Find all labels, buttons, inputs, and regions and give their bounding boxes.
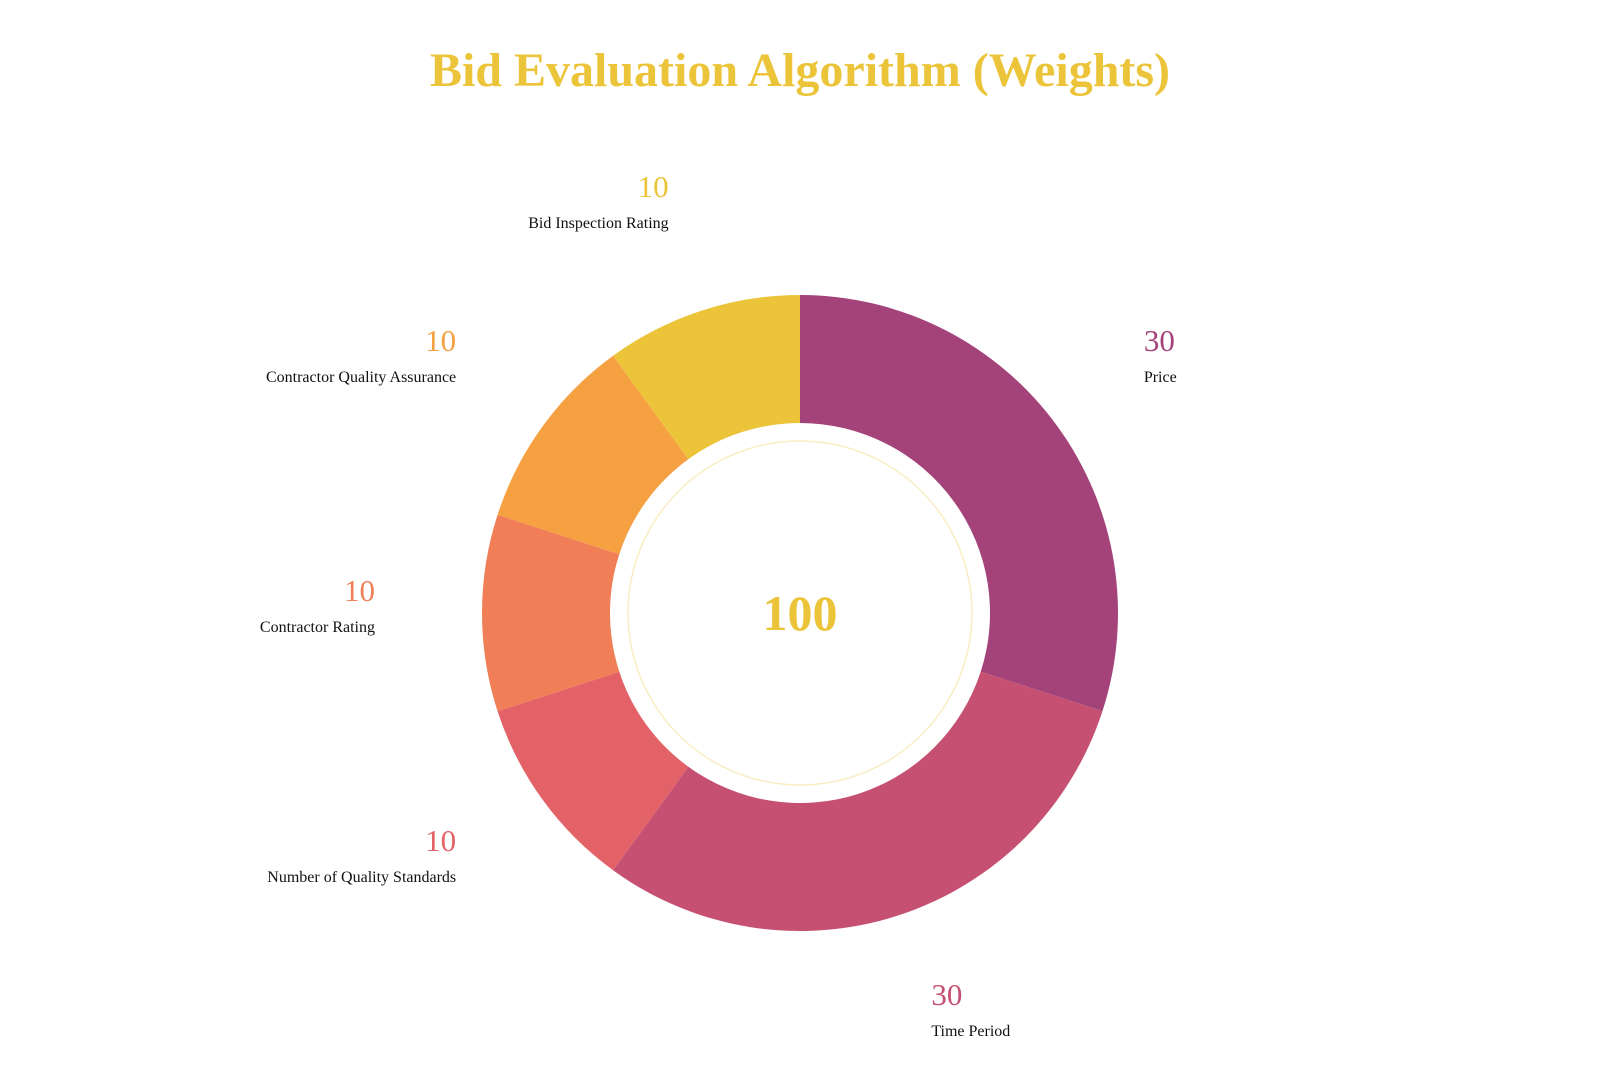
slice-bid-inspection-rating bbox=[613, 295, 800, 460]
slice-number-of-quality-standards bbox=[497, 671, 689, 871]
slice-time-period bbox=[613, 671, 1103, 931]
slice-name-label: Price bbox=[1144, 369, 1177, 386]
slice-value-label: 10 bbox=[425, 323, 456, 358]
slice-label-contractor-quality-assurance: 10 Contractor Quality Assurance bbox=[266, 323, 456, 386]
slice-value-label: 10 bbox=[344, 573, 375, 608]
slice-label-number-of-quality-standards: 10 Number of Quality Standards bbox=[267, 823, 456, 886]
slice-value-label: 10 bbox=[638, 169, 669, 204]
center-total-label: 100 bbox=[763, 585, 838, 641]
slices-layer bbox=[481, 295, 1118, 931]
slice-price bbox=[800, 295, 1118, 712]
slice-name-label: Number of Quality Standards bbox=[267, 869, 456, 886]
labels-layer: 30 Price 30 Time Period 10 Number of Quality … bbox=[260, 169, 1177, 1040]
slice-name-label: Contractor Rating bbox=[260, 619, 375, 636]
slice-value-label: 10 bbox=[425, 823, 456, 858]
slice-contractor-rating bbox=[481, 514, 620, 712]
slice-label-price: 30 Price bbox=[1144, 323, 1177, 386]
slice-name-label: Bid Inspection Rating bbox=[528, 215, 668, 232]
inner-decorative-ring bbox=[627, 440, 973, 786]
slice-label-bid-inspection-rating: 10 Bid Inspection Rating bbox=[528, 169, 668, 232]
slice-label-time-period: 30 Time Period bbox=[931, 977, 1010, 1040]
chart-title: Bid Evaluation Algorithm (Weights) bbox=[429, 44, 1171, 97]
slice-value-label: 30 bbox=[931, 977, 962, 1012]
slice-value-label: 30 bbox=[1144, 323, 1175, 358]
slice-label-contractor-rating: 10 Contractor Rating bbox=[260, 573, 375, 636]
slice-name-label: Time Period bbox=[931, 1023, 1010, 1040]
slice-contractor-quality-assurance bbox=[497, 355, 689, 555]
slice-name-label: Contractor Quality Assurance bbox=[266, 369, 456, 386]
